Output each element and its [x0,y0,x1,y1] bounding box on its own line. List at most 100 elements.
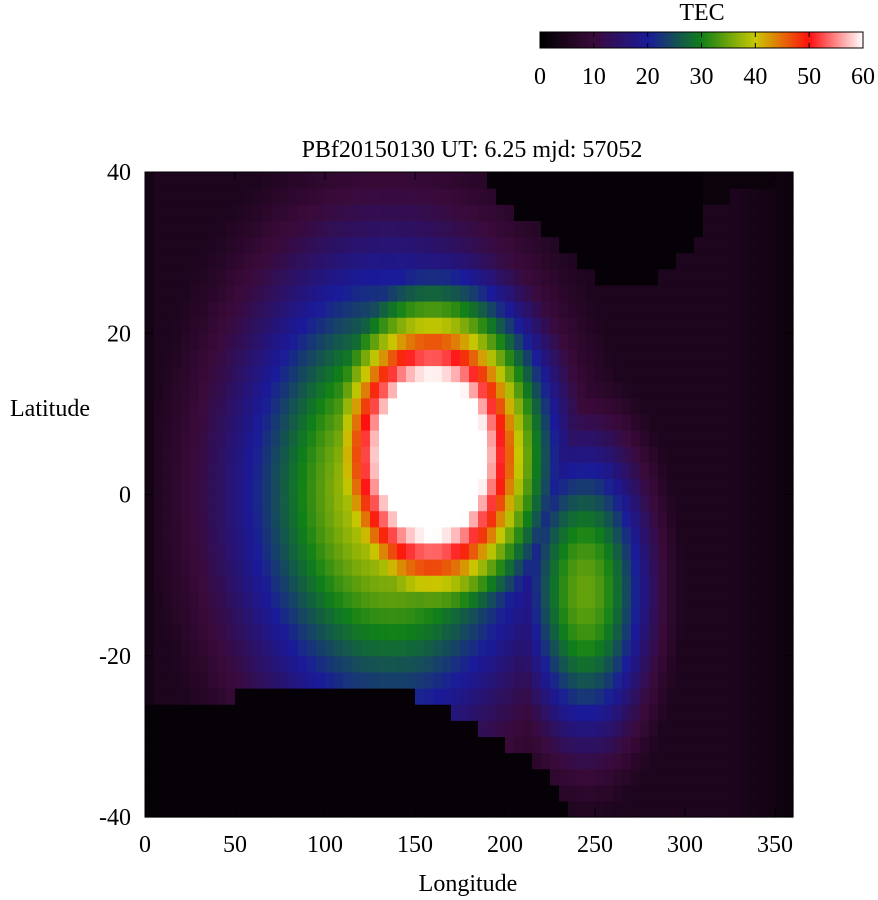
heatmap-cell [631,301,641,318]
colorbar-tick-label: 10 [582,64,606,90]
heatmap-cell [478,430,488,447]
heatmap-cell [262,688,272,705]
heatmap-cell [163,188,173,205]
heatmap-cell [622,752,632,770]
heatmap-cell [163,591,173,608]
heatmap-cell [559,462,569,479]
heatmap-cell [442,671,452,689]
heatmap-cell [361,720,371,737]
heatmap-cell [271,736,281,754]
heatmap-cell [172,478,182,496]
heatmap-cell [145,688,155,705]
heatmap-cell [145,591,155,608]
heatmap-cell [442,510,452,528]
heatmap-cell [226,413,236,431]
heatmap-cell [433,639,443,657]
heatmap-cell [721,349,731,367]
heatmap-cell [307,607,317,625]
heatmap-cell [289,510,299,528]
heatmap-cell [289,720,299,737]
colorbar-ticks: 0 10 20 30 40 50 60 [534,32,875,90]
heatmap-cell [217,639,227,657]
heatmap-cell [244,462,254,479]
heatmap-cell [577,397,587,415]
heatmap-cell [145,365,155,383]
heatmap-cell [568,671,578,689]
heatmap-cell [604,655,614,673]
heatmap-cell [541,365,551,383]
heatmap-cell [739,800,749,818]
heatmap-cell [784,752,794,770]
heatmap-cell [649,510,659,528]
heatmap-cell [406,397,416,415]
heatmap-cell [694,607,704,625]
heatmap-cell [181,784,191,802]
heatmap-cell [415,623,425,641]
heatmap-cell [370,446,380,463]
heatmap-cell [379,236,389,254]
heatmap-cell [271,172,281,189]
heatmap-cell [685,752,695,770]
heatmap-cell [199,317,209,334]
heatmap-cell [154,252,164,270]
heatmap-cell [298,607,308,625]
heatmap-cell [163,800,173,818]
heatmap-cell [541,349,551,367]
heatmap-cell [757,688,767,705]
heatmap-cell [379,301,389,318]
heatmap-cell [640,430,650,447]
heatmap-cell [406,784,416,802]
heatmap-cell [163,575,173,592]
heatmap-cell [505,736,515,754]
heatmap-cell [235,688,245,705]
heatmap-cell [163,446,173,463]
heatmap-cell [532,704,542,721]
heatmap-cell [190,671,200,689]
heatmap-cell [568,204,578,221]
heatmap-cell [289,430,299,447]
heatmap-cell [748,559,758,576]
heatmap-cell [253,688,263,705]
heatmap-cell [172,784,182,802]
heatmap-cell [244,591,254,608]
heatmap-cell [199,526,209,544]
heatmap-cell [163,317,173,334]
heatmap-cell [298,301,308,318]
heatmap-cell [559,204,569,221]
heatmap-cell [577,800,587,818]
heatmap-cell [550,333,560,350]
heatmap-cell [559,800,569,818]
heatmap-cell [316,607,326,625]
heatmap-cell [478,220,488,238]
heatmap-cell [766,800,776,818]
heatmap-cell [478,752,488,770]
heatmap-cell [199,784,209,802]
heatmap-cell [154,397,164,415]
heatmap-cell [334,526,344,544]
heatmap-cell [316,526,326,544]
heatmap-cell [172,736,182,754]
heatmap-cell [514,591,524,608]
heatmap-cell [352,494,362,512]
heatmap-cell [433,172,443,189]
heatmap-cell [253,365,263,383]
heatmap-cell [298,268,308,286]
heatmap-cell [154,365,164,383]
heatmap-cell [676,462,686,479]
heatmap-cell [766,333,776,350]
heatmap-cell [325,236,335,254]
heatmap-cell [271,688,281,705]
heatmap-cell [649,607,659,625]
heatmap-cell [640,317,650,334]
heatmap-cell [154,559,164,576]
heatmap-cell [154,575,164,592]
heatmap-cell [433,381,443,399]
heatmap-cell [460,301,470,318]
heatmap-cell [613,559,623,576]
x-tick-label: 200 [487,832,523,858]
heatmap-cell [775,784,785,802]
heatmap-cell [460,284,470,302]
heatmap-cell [604,413,614,431]
heatmap-cell [190,784,200,802]
heatmap-cell [658,768,668,786]
